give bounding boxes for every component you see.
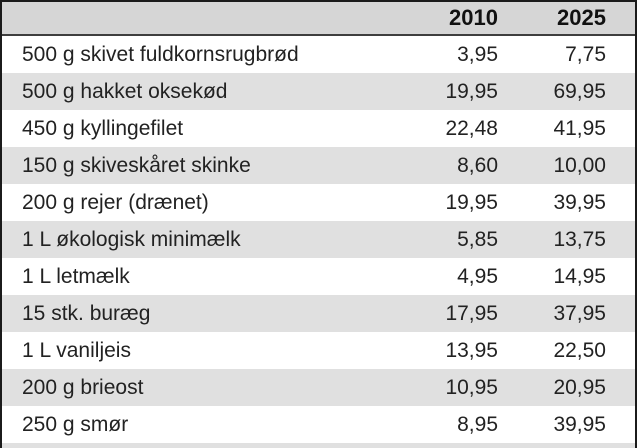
item-cell: 200 g rejer (drænet) bbox=[22, 190, 209, 214]
price-2010-cell: 13,95 bbox=[445, 338, 498, 362]
price-2025-cell: 10,00 bbox=[553, 153, 606, 177]
price-2025-cell: 22,50 bbox=[553, 338, 606, 362]
column-header-2010: 2010 bbox=[449, 5, 498, 30]
table-row: 1 L vaniljeis 13,95 22,50 bbox=[2, 332, 635, 369]
price-2025-cell: 7,75 bbox=[565, 42, 606, 66]
price-2010-cell: 22,48 bbox=[445, 116, 498, 140]
price-2010-cell: 19,95 bbox=[445, 190, 498, 214]
column-header-2025: 2025 bbox=[557, 5, 606, 30]
price-2010-cell: 19,95 bbox=[445, 79, 498, 103]
price-2025-cell: 14,95 bbox=[553, 264, 606, 288]
price-2025-cell: 41,95 bbox=[553, 116, 606, 140]
item-cell: 250 g smør bbox=[22, 412, 129, 436]
table-row: 200 g brieost 10,95 20,95 bbox=[2, 369, 635, 406]
table-header-row: 2010 2025 bbox=[2, 2, 635, 34]
price-2025-cell: 13,75 bbox=[553, 227, 606, 251]
item-cell: 1 L vaniljeis bbox=[22, 338, 131, 362]
table-row: 1 L letmælk 4,95 14,95 bbox=[2, 258, 635, 295]
header-divider bbox=[2, 34, 635, 36]
price-2025-cell: 39,95 bbox=[553, 412, 606, 436]
price-2010-cell: 5,85 bbox=[457, 227, 498, 251]
table-row: 500 g hakket oksekød 19,95 69,95 bbox=[2, 73, 635, 110]
price-2025-cell: 39,95 bbox=[553, 190, 606, 214]
item-cell: 1 L økologisk minimælk bbox=[22, 227, 241, 251]
price-2010-cell: 4,95 bbox=[457, 264, 498, 288]
price-2010-cell: 8,95 bbox=[457, 412, 498, 436]
item-cell: 1 L letmælk bbox=[22, 264, 130, 288]
price-2010-cell: 3,95 bbox=[457, 42, 498, 66]
price-2025-cell: 69,95 bbox=[553, 79, 606, 103]
table-row: 1 L økologisk minimælk 5,85 13,75 bbox=[2, 221, 635, 258]
item-cell: 200 g brieost bbox=[22, 375, 144, 399]
price-2025-cell: 37,95 bbox=[553, 301, 606, 325]
item-cell: 500 g skivet fuldkornsrugbrød bbox=[22, 42, 299, 66]
table-row: 150 g skiveskåret skinke 8,60 10,00 bbox=[2, 147, 635, 184]
item-cell: 450 g kyllingefilet bbox=[22, 116, 184, 140]
table-row: 500 g skivet fuldkornsrugbrød 3,95 7,75 bbox=[2, 36, 635, 73]
price-2010-cell: 17,95 bbox=[445, 301, 498, 325]
item-cell: 150 g skiveskåret skinke bbox=[22, 153, 251, 177]
price-2010-cell: 8,60 bbox=[457, 153, 498, 177]
table-row: 200 g rejer (drænet) 19,95 39,95 bbox=[2, 184, 635, 221]
item-cell: 500 g hakket oksekød bbox=[22, 79, 228, 103]
table-row: 450 g kyllingefilet 22,48 41,95 bbox=[2, 110, 635, 147]
price-2010-cell: 10,95 bbox=[445, 375, 498, 399]
price-2025-cell: 20,95 bbox=[553, 375, 606, 399]
cropped-next-row bbox=[2, 443, 635, 448]
item-cell: 15 stk. buræg bbox=[22, 301, 151, 325]
table-row: 250 g smør 8,95 39,95 bbox=[2, 406, 635, 443]
table-row: 15 stk. buræg 17,95 37,95 bbox=[2, 295, 635, 332]
